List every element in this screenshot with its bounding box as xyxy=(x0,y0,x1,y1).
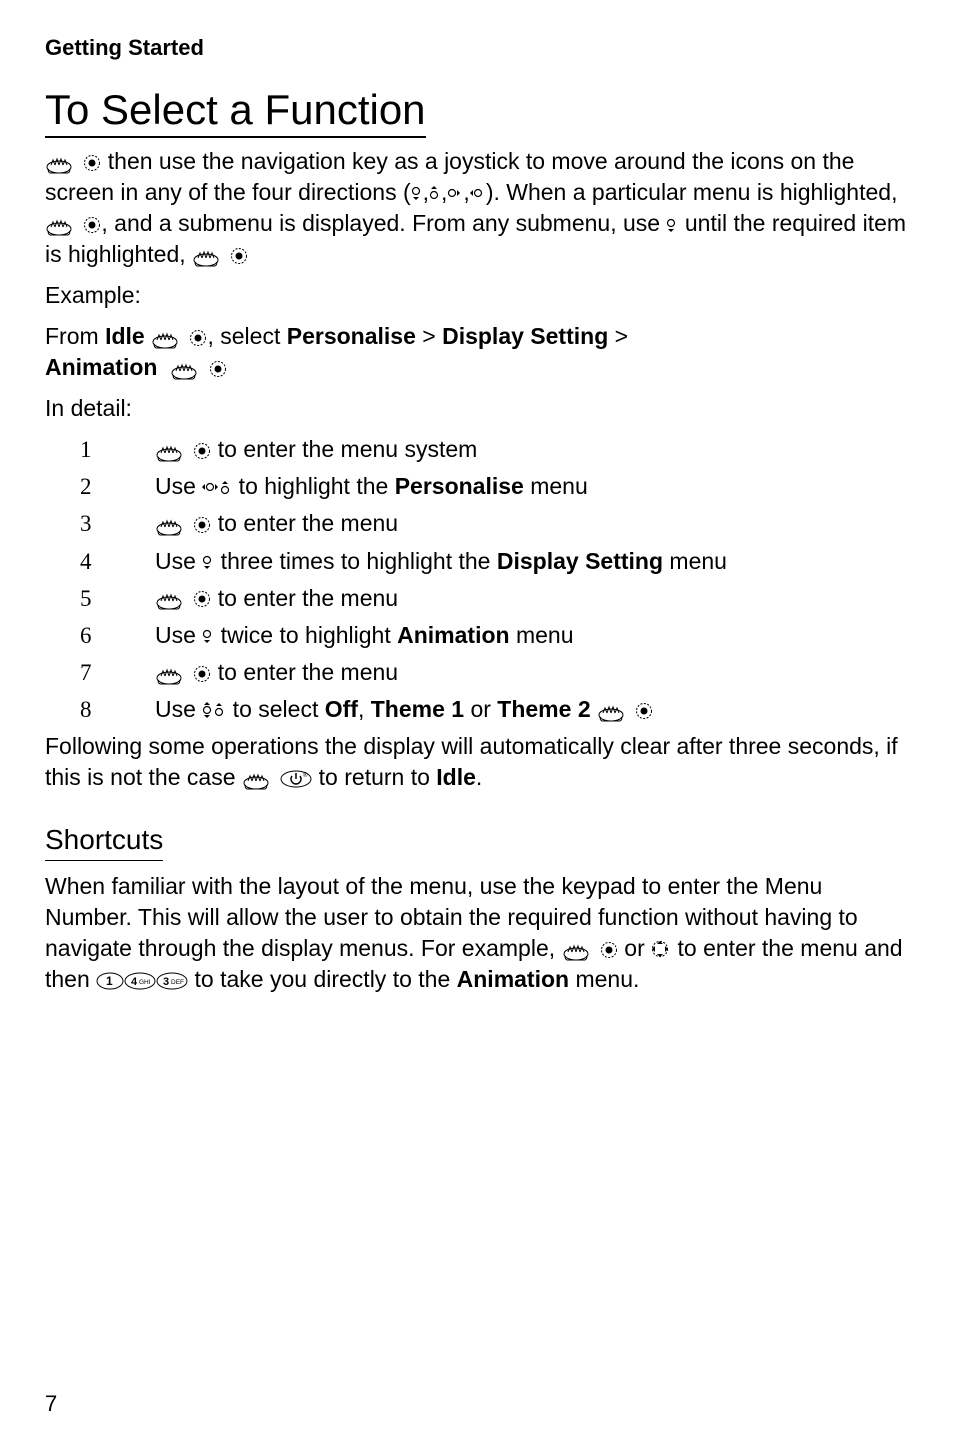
down-icon xyxy=(202,555,214,570)
left-icon xyxy=(470,188,486,200)
up-icon xyxy=(214,703,226,718)
press-icon xyxy=(45,152,77,174)
step-4: 4 Use three times to highlight the Displ… xyxy=(45,546,909,577)
example-line: From Idle , select Personalise > Display… xyxy=(45,321,909,383)
up-icon xyxy=(220,481,232,496)
left-right-icon xyxy=(202,482,220,494)
press-icon xyxy=(155,663,187,685)
key-3-icon xyxy=(156,972,188,990)
power-key-icon xyxy=(280,770,312,788)
key-1-icon xyxy=(96,972,124,990)
step-2: 2 Use to highlight the Personalise menu xyxy=(45,471,909,502)
center-key-icon xyxy=(189,329,207,347)
example-label: Example: xyxy=(45,280,909,311)
nav-all-icon xyxy=(651,940,671,960)
step-8: 8 Use to select Off, Theme 1 or Theme 2 xyxy=(45,694,909,725)
right-icon xyxy=(447,188,463,200)
steps-list: 1 to enter the menu system 2 Use to high… xyxy=(45,434,909,724)
center-key-icon xyxy=(83,154,101,172)
step-6: 6 Use twice to highlight Animation menu xyxy=(45,620,909,651)
press-icon xyxy=(151,327,183,349)
down-icon xyxy=(411,186,423,201)
step-3: 3 to enter the menu xyxy=(45,508,909,539)
page-title: To Select a Function xyxy=(45,86,426,138)
press-icon xyxy=(597,700,629,722)
center-key-icon xyxy=(230,247,248,265)
step-1: 1 to enter the menu system xyxy=(45,434,909,465)
center-key-icon xyxy=(83,216,101,234)
up-down-icon xyxy=(202,702,214,720)
press-icon xyxy=(155,440,187,462)
center-key-icon xyxy=(193,590,211,608)
press-icon xyxy=(192,245,224,267)
press-icon xyxy=(170,358,202,380)
press-icon xyxy=(155,588,187,610)
section-header: Getting Started xyxy=(45,35,909,61)
center-key-icon xyxy=(635,702,653,720)
press-icon xyxy=(45,214,77,236)
press-icon xyxy=(562,939,594,961)
down-icon xyxy=(202,629,214,644)
center-key-icon xyxy=(600,941,618,959)
in-detail-label: In detail: xyxy=(45,393,909,424)
key-4-icon xyxy=(124,972,156,990)
shortcuts-title: Shortcuts xyxy=(45,821,163,861)
intro-paragraph: then use the navigation key as a joystic… xyxy=(45,146,909,995)
up-icon xyxy=(429,186,441,201)
down-icon xyxy=(666,218,678,233)
step-7: 7 to enter the menu xyxy=(45,657,909,688)
center-key-icon xyxy=(193,665,211,683)
press-icon xyxy=(155,514,187,536)
center-key-icon xyxy=(193,516,211,534)
center-key-icon xyxy=(193,442,211,460)
shortcuts-body: When familiar with the layout of the men… xyxy=(45,871,909,995)
press-icon xyxy=(242,768,274,790)
page-number: 7 xyxy=(45,1391,57,1417)
step-5: 5 to enter the menu xyxy=(45,583,909,614)
center-key-icon xyxy=(209,360,227,378)
following-note: Following some operations the display wi… xyxy=(45,731,909,793)
